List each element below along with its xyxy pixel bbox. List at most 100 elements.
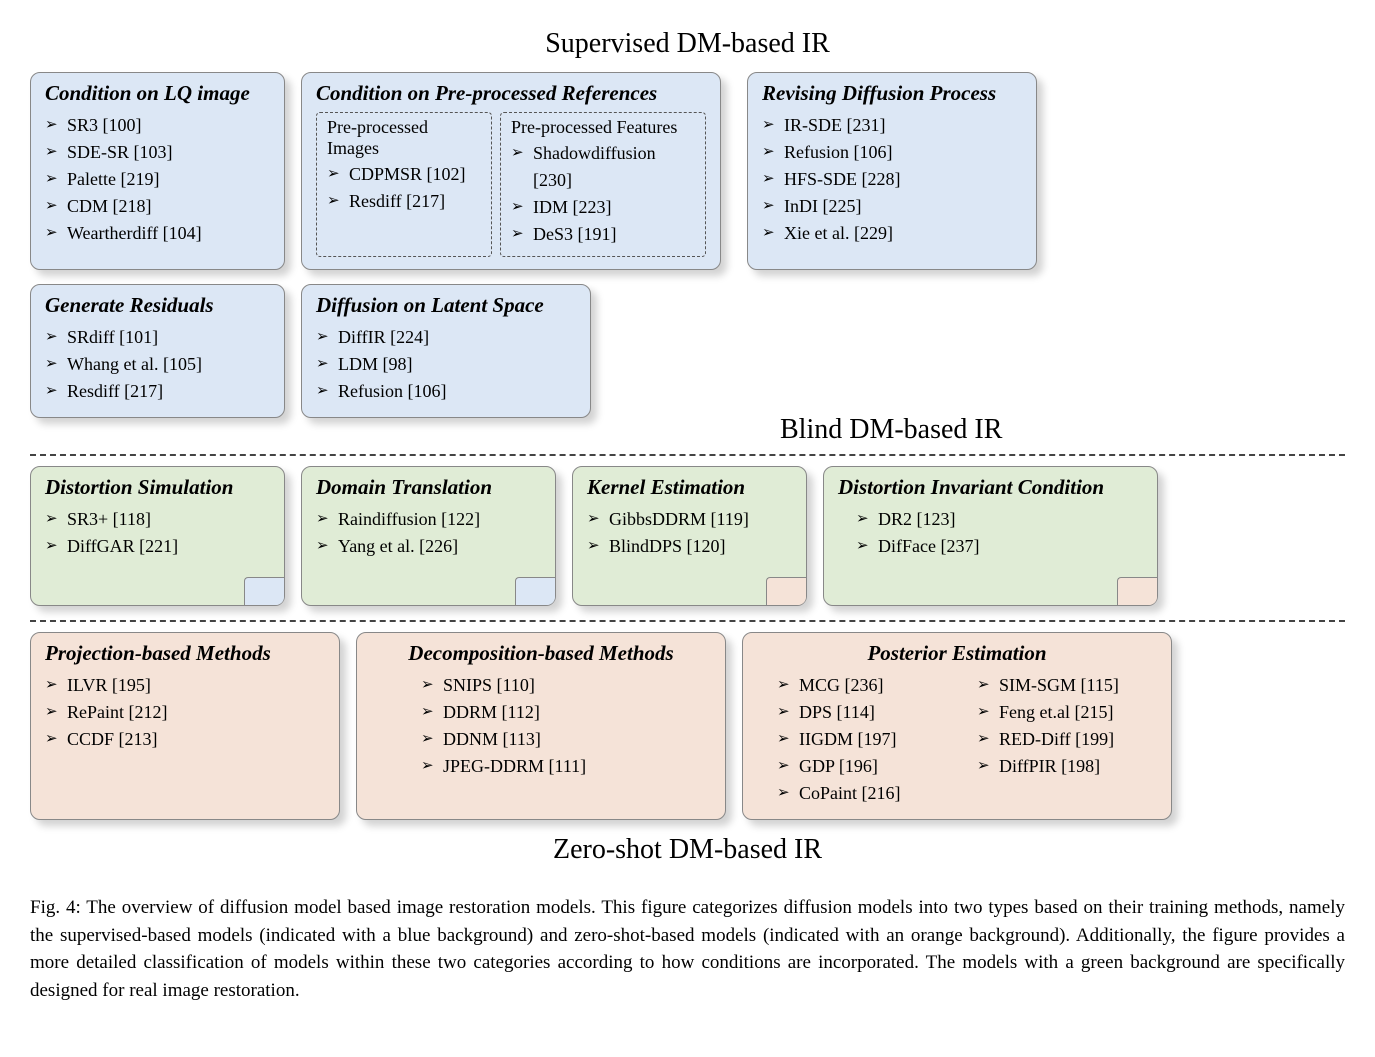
- list-item: DPS [114]: [777, 699, 957, 726]
- item-list: Shadowdiffusion [230] IDM [223] DeS3 [19…: [511, 140, 695, 248]
- list-item: Palette [219]: [45, 166, 270, 193]
- list-item: DR2 [123]: [856, 506, 1143, 533]
- title-supervised: Supervised DM-based IR: [30, 28, 1345, 60]
- list-item: Resdiff [217]: [45, 378, 270, 405]
- list-item: DiffIR [224]: [316, 324, 576, 351]
- list-item: CoPaint [216]: [777, 780, 957, 807]
- list-item: Whang et al. [105]: [45, 351, 270, 378]
- item-list: SR3+ [118] DiffGAR [221]: [45, 506, 270, 560]
- list-item: CDPMSR [102]: [327, 161, 481, 188]
- box-title: Condition on Pre-processed References: [316, 81, 706, 106]
- item-list: GibbsDDRM [119] BlindDPS [120]: [587, 506, 792, 560]
- item-list: DR2 [123] DifFace [237]: [838, 506, 1143, 560]
- list-item: IDM [223]: [511, 194, 695, 221]
- item-list: SNIPS [110] DDRM [112] DDNM [113] JPEG-D…: [371, 672, 711, 780]
- box-title: Condition on LQ image: [45, 81, 270, 106]
- supervised-row-1: Condition on LQ image SR3 [100] SDE-SR […: [30, 72, 1345, 270]
- list-item: IR-SDE [231]: [762, 112, 1022, 139]
- box-title: Kernel Estimation: [587, 475, 792, 500]
- list-item: Raindiffusion [122]: [316, 506, 541, 533]
- item-list: SIM-SGM [115] Feng et.al [215] RED-Diff …: [977, 672, 1157, 807]
- list-item: MCG [236]: [777, 672, 957, 699]
- list-item: Weartherdiff [104]: [45, 220, 270, 247]
- list-item: RePaint [212]: [45, 699, 325, 726]
- corner-chip-orange-icon: [1117, 577, 1157, 605]
- zeroshot-row: Projection-based Methods ILVR [195] RePa…: [30, 632, 1345, 820]
- corner-chip-blue-icon: [515, 577, 555, 605]
- blind-row: Distortion Simulation SR3+ [118] DiffGAR…: [30, 466, 1345, 606]
- divider: [30, 620, 1345, 622]
- title-zeroshot: Zero-shot DM-based IR: [30, 834, 1345, 866]
- box-title: Decomposition-based Methods: [371, 641, 711, 666]
- box-domain-translation: Domain Translation Raindiffusion [122] Y…: [301, 466, 556, 606]
- box-condition-preprocessed: Condition on Pre-processed References Pr…: [301, 72, 721, 270]
- list-item: JPEG-DDRM [111]: [421, 753, 711, 780]
- box-decomposition-methods: Decomposition-based Methods SNIPS [110] …: [356, 632, 726, 820]
- item-list: MCG [236] DPS [114] IIGDM [197] GDP [196…: [777, 672, 957, 807]
- box-title: Projection-based Methods: [45, 641, 325, 666]
- box-title: Revising Diffusion Process: [762, 81, 1022, 106]
- list-item: BlindDPS [120]: [587, 533, 792, 560]
- list-item: DeS3 [191]: [511, 221, 695, 248]
- list-item: SIM-SGM [115]: [977, 672, 1157, 699]
- box-title: Generate Residuals: [45, 293, 270, 318]
- box-title: Distortion Simulation: [45, 475, 270, 500]
- item-list: ILVR [195] RePaint [212] CCDF [213]: [45, 672, 325, 753]
- box-posterior-estimation: Posterior Estimation MCG [236] DPS [114]…: [742, 632, 1172, 820]
- box-revising-diffusion: Revising Diffusion Process IR-SDE [231] …: [747, 72, 1037, 270]
- list-item: Refusion [106]: [762, 139, 1022, 166]
- corner-chip-orange-icon: [766, 577, 806, 605]
- list-item: SR3 [100]: [45, 112, 270, 139]
- two-column-list: MCG [236] DPS [114] IIGDM [197] GDP [196…: [757, 672, 1157, 807]
- item-list: IR-SDE [231] Refusion [106] HFS-SDE [228…: [762, 112, 1022, 247]
- title-blind: Blind DM-based IR: [30, 414, 1345, 446]
- box-condition-lq: Condition on LQ image SR3 [100] SDE-SR […: [30, 72, 285, 270]
- list-item: ILVR [195]: [45, 672, 325, 699]
- list-item: IIGDM [197]: [777, 726, 957, 753]
- list-item: CDM [218]: [45, 193, 270, 220]
- list-item: SDE-SR [103]: [45, 139, 270, 166]
- list-item: CCDF [213]: [45, 726, 325, 753]
- list-item: SR3+ [118]: [45, 506, 270, 533]
- list-item: Yang et al. [226]: [316, 533, 541, 560]
- item-list: SR3 [100] SDE-SR [103] Palette [219] CDM…: [45, 112, 270, 247]
- figure-caption: Fig. 4: The overview of diffusion model …: [30, 894, 1345, 1004]
- list-item: RED-Diff [199]: [977, 726, 1157, 753]
- subbox-container: Pre-processed Images CDPMSR [102] Resdif…: [316, 112, 706, 257]
- item-list: SRdiff [101] Whang et al. [105] Resdiff …: [45, 324, 270, 405]
- list-item: DifFace [237]: [856, 533, 1143, 560]
- list-item: Feng et.al [215]: [977, 699, 1157, 726]
- list-item: DiffPIR [198]: [977, 753, 1157, 780]
- item-list: CDPMSR [102] Resdiff [217]: [327, 161, 481, 215]
- divider: [30, 454, 1345, 456]
- list-item: Resdiff [217]: [327, 188, 481, 215]
- subbox-preprocessed-images: Pre-processed Images CDPMSR [102] Resdif…: [316, 112, 492, 257]
- list-item: DDNM [113]: [421, 726, 711, 753]
- list-item: GibbsDDRM [119]: [587, 506, 792, 533]
- subbox-title: Pre-processed Features: [511, 117, 695, 138]
- corner-chip-blue-icon: [244, 577, 284, 605]
- list-item: DDRM [112]: [421, 699, 711, 726]
- subbox-preprocessed-features: Pre-processed Features Shadowdiffusion […: [500, 112, 706, 257]
- box-title: Posterior Estimation: [757, 641, 1157, 666]
- subbox-title: Pre-processed Images: [327, 117, 481, 159]
- list-item: Refusion [106]: [316, 378, 576, 405]
- list-item: HFS-SDE [228]: [762, 166, 1022, 193]
- item-list: DiffIR [224] LDM [98] Refusion [106]: [316, 324, 576, 405]
- list-item: SRdiff [101]: [45, 324, 270, 351]
- box-title: Diffusion on Latent Space: [316, 293, 576, 318]
- item-list: Raindiffusion [122] Yang et al. [226]: [316, 506, 541, 560]
- box-diffusion-latent: Diffusion on Latent Space DiffIR [224] L…: [301, 284, 591, 418]
- list-item: SNIPS [110]: [421, 672, 711, 699]
- box-distortion-invariant: Distortion Invariant Condition DR2 [123]…: [823, 466, 1158, 606]
- box-title: Domain Translation: [316, 475, 541, 500]
- box-kernel-estimation: Kernel Estimation GibbsDDRM [119] BlindD…: [572, 466, 807, 606]
- list-item: InDI [225]: [762, 193, 1022, 220]
- supervised-row-2: Generate Residuals SRdiff [101] Whang et…: [30, 284, 1345, 418]
- box-generate-residuals: Generate Residuals SRdiff [101] Whang et…: [30, 284, 285, 418]
- box-distortion-simulation: Distortion Simulation SR3+ [118] DiffGAR…: [30, 466, 285, 606]
- box-title: Distortion Invariant Condition: [838, 475, 1143, 500]
- list-item: Xie et al. [229]: [762, 220, 1022, 247]
- box-projection-methods: Projection-based Methods ILVR [195] RePa…: [30, 632, 340, 820]
- list-item: LDM [98]: [316, 351, 576, 378]
